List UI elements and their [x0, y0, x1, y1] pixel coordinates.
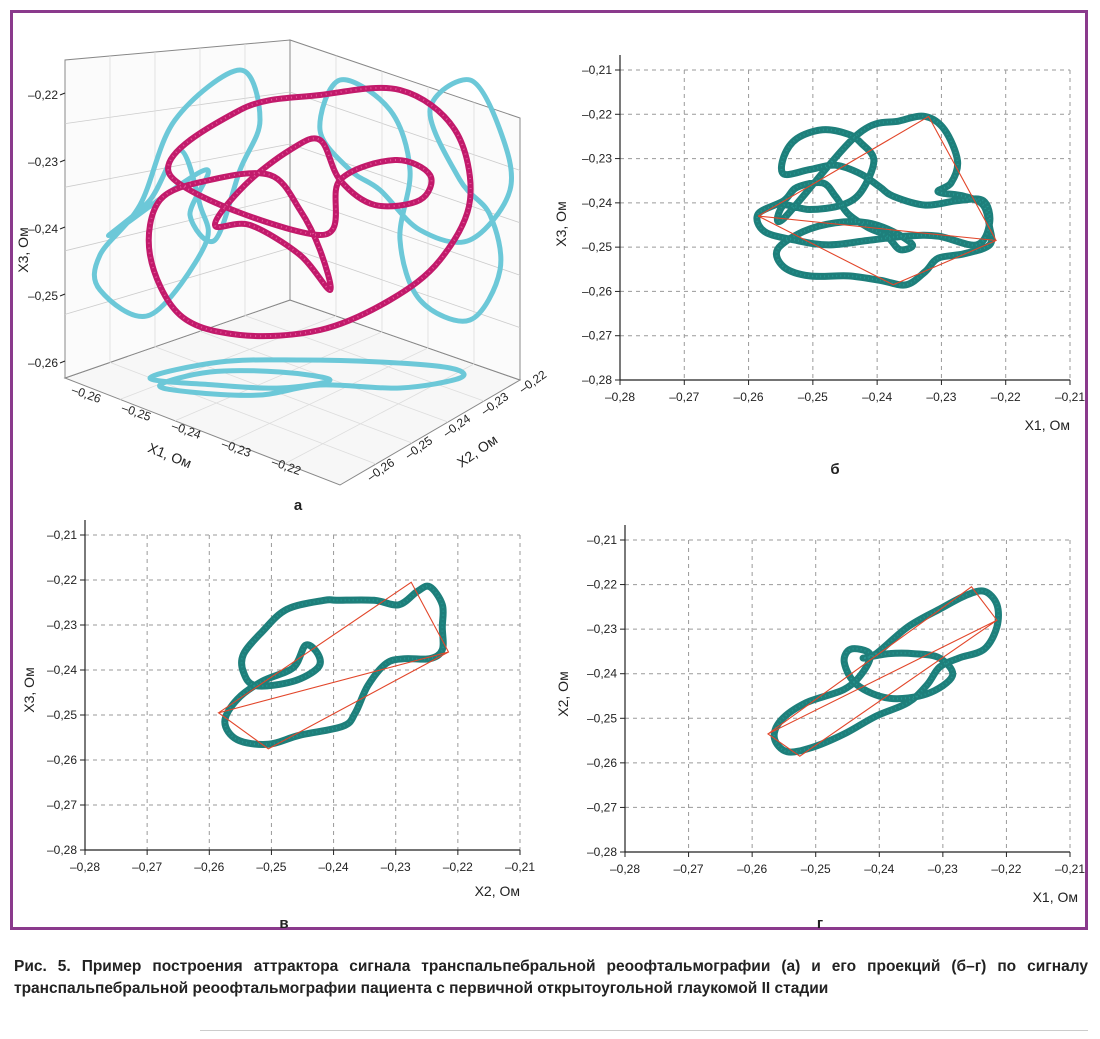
- attractor-trajectory: [770, 587, 1002, 756]
- y-tick-label: –0,26: [582, 284, 612, 298]
- z-tick-label: –0,25: [28, 289, 58, 303]
- z-tick-mark: [59, 159, 66, 163]
- wall-grid: [289, 91, 521, 171]
- y-tick-label: –0,24: [47, 663, 77, 677]
- x-tick-label: –0,28: [610, 862, 640, 876]
- panel-label-a: а: [294, 497, 303, 514]
- z-tick-mark: [59, 293, 66, 297]
- z-axis-label: X3, Ом: [15, 227, 31, 272]
- trajectory-beads: [223, 585, 445, 746]
- y-tick-label: –0,25: [47, 708, 77, 722]
- y-tick-label: –0,23: [582, 152, 612, 166]
- x-tick-label: –0,21: [1055, 862, 1085, 876]
- x-tick-label: –0,23: [928, 862, 958, 876]
- x-tick-label: –0,23: [381, 860, 411, 874]
- y-tick-label: –0,24: [582, 196, 612, 210]
- x-axis-label: X1, Ом: [146, 439, 194, 471]
- x-tick-label: –0,24: [862, 390, 892, 404]
- floor-grid: [119, 315, 337, 400]
- z-tick-label: –0,23: [28, 155, 58, 169]
- x-tick-label: –0,27: [669, 390, 699, 404]
- wall-grid: [64, 91, 291, 124]
- y-tick-label: –0,21: [587, 533, 617, 547]
- right-wall-projection: [317, 77, 514, 324]
- triangle-overlay: [217, 581, 450, 750]
- x-tick-label: –0,25: [798, 390, 828, 404]
- y-tick-label: –0,27: [587, 800, 617, 814]
- floor-grid: [244, 315, 485, 402]
- x-tick-label: –0,28: [70, 860, 100, 874]
- y-axis-label: X3, Ом: [21, 667, 37, 712]
- x-tick-label: –0,26: [194, 860, 224, 874]
- triangle-overlay: [766, 586, 998, 757]
- y-tick-label: –0,28: [587, 845, 617, 859]
- chart-panel-b: –0,28 –0,27 –0,26 –0,25 –0,24 –0,23 –0,22 –0,21…: [553, 55, 1085, 478]
- y-tick-label: –0,26: [587, 756, 617, 770]
- x-tick-label: –0,28: [605, 390, 635, 404]
- attractor-3d-beads: [147, 86, 472, 338]
- y-axis-label: X3, Ом: [553, 201, 569, 246]
- wall-grid: [64, 195, 291, 252]
- y-tick-label: –0,21: [47, 528, 77, 542]
- x-tick-label: –0,22: [991, 862, 1021, 876]
- y-tick-label: –0,27: [47, 798, 77, 812]
- chart-panel-g: –0,28 –0,27 –0,26 –0,25 –0,24 –0,23 –0,22 –0,21…: [555, 525, 1085, 932]
- y-axis-label: X2, Ом: [555, 671, 571, 716]
- y-tick-label: –0,25: [582, 240, 612, 254]
- x-axis-label: X2, Ом: [475, 883, 520, 899]
- z-tick-label: –0,24: [28, 222, 58, 236]
- wall-grid: [64, 247, 291, 315]
- x-tick-label: –0,24: [864, 862, 894, 876]
- x-tick-label: –0,24: [319, 860, 349, 874]
- x-tick-label: –0,21: [1055, 390, 1085, 404]
- y-tick-label: –0,22: [582, 107, 612, 121]
- z-tick-label: –0,22: [28, 88, 58, 102]
- figure-caption: Рис. 5. Пример построения аттрактора сиг…: [14, 958, 1088, 997]
- y-tick-label: –0,22: [516, 367, 549, 396]
- floor-grid: [174, 331, 383, 422]
- wall-grid: [289, 195, 521, 276]
- x-tick-label: –0,27: [674, 862, 704, 876]
- y-tick-label: –0,28: [582, 373, 612, 387]
- y-tick-label: –0,23: [587, 622, 617, 636]
- floor-projection: [147, 357, 467, 398]
- y-tick-label: –0,22: [587, 578, 617, 592]
- z-tick-label: –0,26: [28, 356, 58, 370]
- y-tick-label: –0,26: [47, 753, 77, 767]
- x-tick-label: –0,25: [801, 862, 831, 876]
- x-tick-label: –0,21: [505, 860, 535, 874]
- triangle-overlay: [757, 115, 997, 286]
- x-tick-label: –0,23: [926, 390, 956, 404]
- x-axis-label: X1, Ом: [1025, 417, 1070, 433]
- panel-label-v: в: [279, 915, 288, 932]
- caption-divider: [200, 1030, 1088, 1031]
- y-tick-label: –0,25: [587, 711, 617, 725]
- chart-panel-v: –0,28 –0,27 –0,26 –0,25 –0,24 –0,23 –0,22 –0,21…: [21, 520, 535, 932]
- y-axis-label: X2, Ом: [454, 431, 500, 470]
- x-tick-label: –0,27: [132, 860, 162, 874]
- trajectory-beads: [773, 589, 1000, 754]
- z-tick-mark: [59, 92, 66, 96]
- y-tick-label: –0,22: [47, 573, 77, 587]
- z-tick-mark: [59, 226, 66, 230]
- y-tick-label: –0,28: [47, 843, 77, 857]
- y-tick-label: –0,23: [47, 618, 77, 632]
- wall-grid: [64, 143, 291, 188]
- y-tick-label: –0,24: [587, 667, 617, 681]
- panel-label-b: б: [830, 461, 839, 478]
- x-tick-label: –0,22: [443, 860, 473, 874]
- x-tick-label: –0,26: [734, 390, 764, 404]
- x-tick-label: –0,25: [256, 860, 286, 874]
- attractor-trajectory: [753, 112, 996, 289]
- y-tick-label: –0,21: [582, 63, 612, 77]
- z-tick-mark: [59, 360, 66, 364]
- y-tick-label: –0,27: [582, 329, 612, 343]
- panel-label-g: г: [817, 915, 823, 932]
- figure-frame: [10, 10, 1088, 930]
- x-tick-label: –0,22: [991, 390, 1021, 404]
- x-tick-label: –0,26: [737, 862, 767, 876]
- x-axis-label: X1, Ом: [1033, 889, 1078, 905]
